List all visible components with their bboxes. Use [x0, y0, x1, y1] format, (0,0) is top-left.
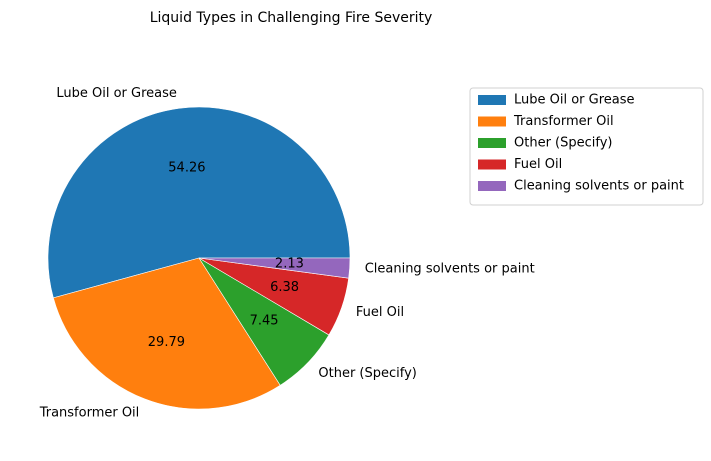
value-label-other-specify: 7.45: [250, 314, 279, 329]
category-label-fuel-oil: Fuel Oil: [356, 305, 404, 320]
category-label-other-specify: Other (Specify): [318, 366, 417, 381]
legend-swatch-other-specify: [478, 138, 506, 148]
legend-label-fuel-oil: Fuel Oil: [514, 157, 562, 172]
legend-swatch-lube-oil-or-grease: [478, 95, 506, 105]
pie-slice-lube-oil-or-grease: [47, 106, 351, 299]
slice-category-labels: Lube Oil or Grease Transformer Oil Other (…: [39, 86, 535, 421]
category-label-cleaning-solvents-or-paint: Cleaning solvents or paint: [365, 262, 535, 277]
value-label-cleaning-solvents-or-paint: 2.13: [275, 257, 304, 272]
pie-slices: [47, 106, 351, 410]
category-label-transformer-oil: Transformer Oil: [39, 406, 140, 421]
value-label-lube-oil-or-grease: 54.26: [168, 161, 205, 176]
chart-title: Liquid Types in Challenging Fire Severit…: [150, 10, 433, 26]
slice-value-labels: 54.26 29.79 7.45 6.38 2.13: [148, 161, 304, 350]
legend-label-transformer-oil: Transformer Oil: [513, 114, 614, 129]
legend-frame: [469, 87, 704, 206]
category-label-lube-oil-or-grease: Lube Oil or Grease: [56, 86, 177, 101]
legend-label-cleaning-solvents-or-paint: Cleaning solvents or paint: [514, 179, 684, 194]
legend-swatch-fuel-oil: [478, 159, 506, 170]
legend-label-lube-oil-or-grease: Lube Oil or Grease: [514, 93, 635, 108]
legend-items: Lube Oil or Grease Transformer Oil Other (…: [478, 93, 684, 194]
value-label-transformer-oil: 29.79: [148, 335, 185, 350]
legend-swatch-transformer-oil: [478, 116, 506, 127]
pie-slice-cleaning-solvents-or-paint: [198, 257, 351, 279]
legend-swatch-cleaning-solvents-or-paint: [478, 181, 506, 191]
pie-slice-transformer-oil: [52, 257, 281, 410]
legend: Lube Oil or Grease Transformer Oil Other (…: [469, 87, 704, 206]
value-label-fuel-oil: 6.38: [270, 280, 299, 295]
legend-label-other-specify: Other (Specify): [514, 136, 613, 151]
